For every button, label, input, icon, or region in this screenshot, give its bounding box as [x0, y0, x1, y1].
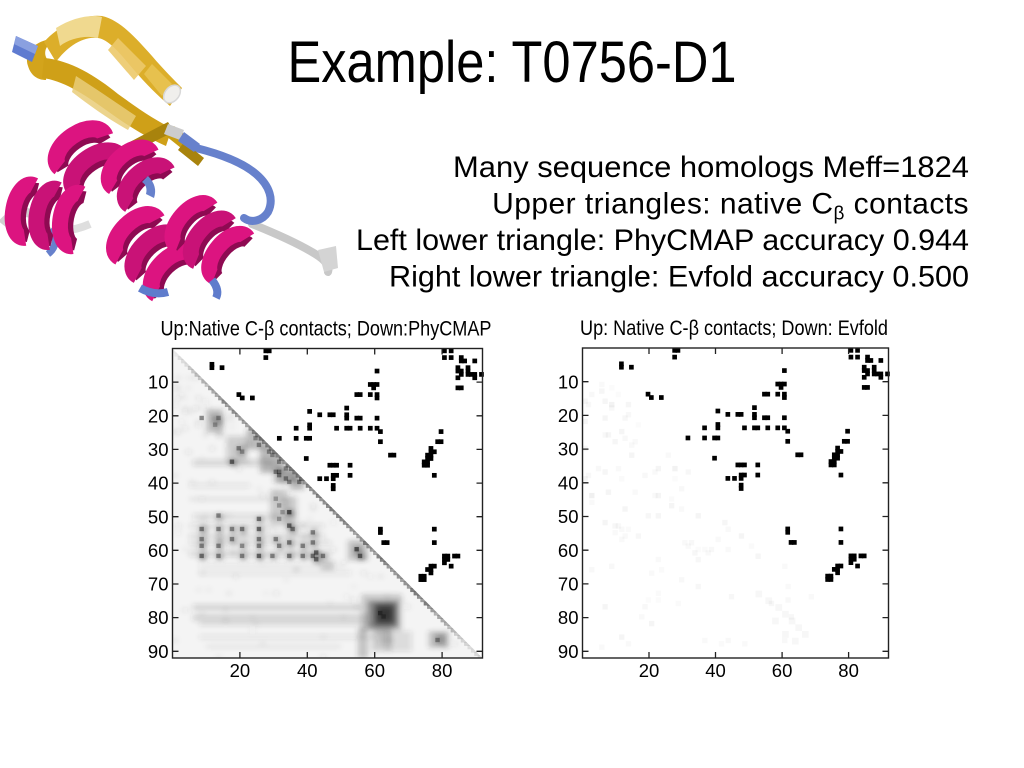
- svg-text:70: 70: [148, 574, 169, 595]
- svg-text:Right lower triangle: Evfold a: Right lower triangle: Evfold accuracy 0.…: [389, 261, 969, 294]
- svg-text:90: 90: [148, 641, 169, 662]
- svg-text:40: 40: [297, 660, 318, 681]
- svg-text:40: 40: [148, 473, 169, 494]
- svg-text:70: 70: [558, 574, 579, 595]
- svg-text:20: 20: [230, 660, 251, 681]
- svg-text:90: 90: [558, 641, 579, 662]
- svg-text:20: 20: [558, 405, 579, 426]
- svg-text:Left lower triangle: PhyCMAP a: Left lower triangle: PhyCMAP accuracy 0.…: [356, 224, 969, 257]
- svg-text:30: 30: [558, 439, 579, 460]
- svg-text:10: 10: [148, 372, 169, 393]
- svg-text:40: 40: [558, 472, 579, 493]
- svg-text:40: 40: [705, 660, 726, 681]
- svg-text:60: 60: [364, 660, 385, 681]
- svg-text:30: 30: [148, 439, 169, 460]
- svg-text:60: 60: [148, 540, 169, 561]
- svg-text:50: 50: [148, 506, 169, 527]
- svg-text:Up:Native C-β contacts; Down:P: Up:Native C-β contacts; Down:PhyCMAP: [161, 317, 492, 341]
- svg-text:10: 10: [558, 371, 579, 392]
- svg-text:20: 20: [639, 660, 660, 681]
- svg-text:80: 80: [558, 607, 579, 628]
- svg-text:Many sequence homologs Meff=18: Many sequence homologs Meff=1824: [453, 151, 969, 184]
- svg-text:80: 80: [432, 660, 453, 681]
- svg-text:50: 50: [558, 506, 579, 527]
- svg-text:80: 80: [148, 607, 169, 628]
- svg-text:20: 20: [148, 405, 169, 426]
- svg-text:60: 60: [772, 660, 793, 681]
- svg-text:Example: T0756-D1: Example: T0756-D1: [288, 30, 737, 95]
- svg-text:80: 80: [838, 660, 859, 681]
- svg-text:60: 60: [558, 540, 579, 561]
- svg-text:Upper triangles: native Cβ con: Upper triangles: native Cβ contacts: [492, 188, 969, 225]
- svg-text:Up: Native C-β contacts; Down:: Up: Native C-β contacts; Down: Evfold: [580, 316, 888, 340]
